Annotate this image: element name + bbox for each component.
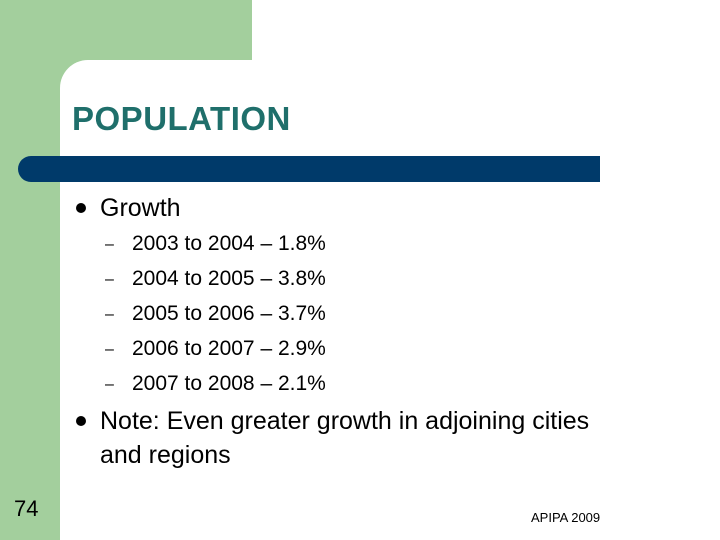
- bullet-note: Note: Even greater growth in adjoining c…: [100, 404, 589, 472]
- dash-icon: –: [105, 306, 114, 323]
- dash-icon: –: [105, 341, 114, 358]
- dash-icon: –: [105, 271, 114, 288]
- slide-number: 74: [14, 496, 39, 521]
- bullet-growth: Growth: [100, 194, 181, 222]
- content-panel: [60, 60, 720, 540]
- bullet-dot-icon: [76, 416, 86, 426]
- growth-item: 2005 to 2006 – 3.7%: [132, 302, 326, 325]
- footer-text: APIPA 2009: [531, 510, 601, 525]
- growth-item: 2004 to 2005 – 3.8%: [132, 267, 326, 290]
- bullet-dot-icon: [76, 203, 86, 213]
- growth-item: 2006 to 2007 – 2.9%: [132, 337, 326, 360]
- note-line-1: Note: Even greater growth in adjoining c…: [100, 407, 590, 435]
- note-line-2: and regions: [100, 441, 231, 469]
- growth-item: 2007 to 2008 – 2.1%: [132, 372, 326, 395]
- growth-item: 2003 to 2004 – 1.8%: [132, 232, 326, 255]
- dash-icon: –: [105, 376, 114, 393]
- slide-title: POPULATION: [72, 100, 291, 137]
- dash-icon: –: [105, 236, 114, 253]
- title-underline-bar: [18, 156, 600, 182]
